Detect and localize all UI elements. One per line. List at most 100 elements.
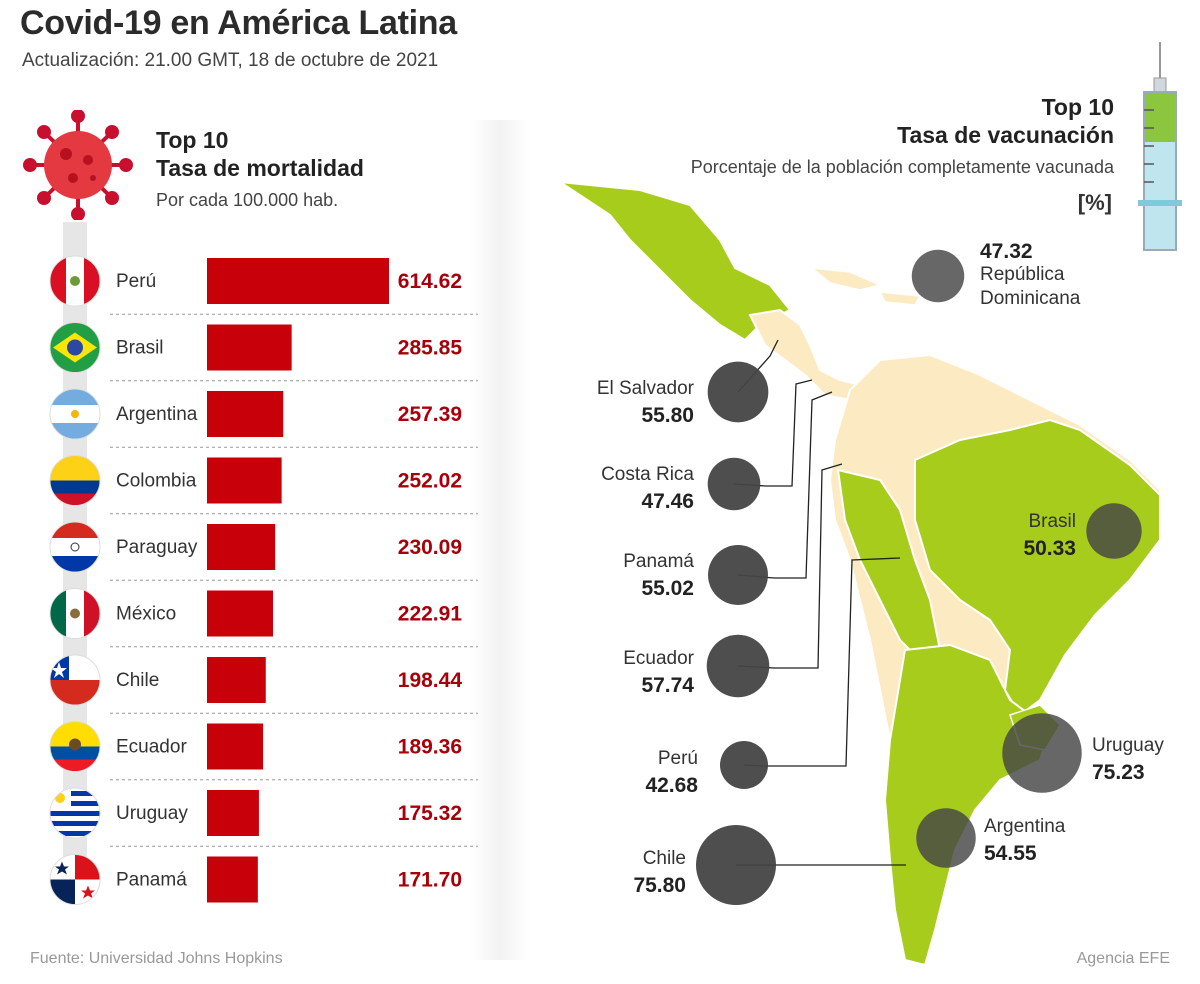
bubble-country-label: Brasil	[1028, 511, 1076, 532]
vaccination-unit: [%]	[1077, 190, 1112, 215]
map-brazil	[914, 418, 1161, 717]
flag-peru-icon	[49, 255, 101, 307]
bar-row: Perú 614.62	[49, 255, 478, 315]
bubble	[706, 634, 770, 698]
bubble	[1086, 503, 1142, 559]
bubble-group: Ecuador 57.74	[623, 463, 843, 698]
bar-row: Argentina 257.39	[49, 388, 478, 448]
center-shadow	[470, 120, 530, 960]
mortality-title: Tasa de mortalidad	[156, 155, 364, 181]
flag-mexico-icon	[49, 588, 101, 639]
bar-category-label: Colombia	[116, 471, 197, 492]
bar-value-label: 614.62	[398, 270, 462, 293]
bubble-value-label: 75.80	[633, 874, 686, 897]
virus-icon	[23, 110, 133, 220]
bubble-country-label: Perú	[658, 748, 698, 769]
bar	[207, 856, 258, 903]
bar-value-label: 285.85	[398, 337, 463, 360]
map-caribbean	[809, 266, 922, 306]
bubble-value-label: 57.74	[641, 674, 694, 697]
mortality-bar-chart: Perú 614.62 Brasil 285.85 Argentina 257.39 Col…	[49, 222, 478, 905]
update-timestamp: Actualización: 21.00 GMT, 18 de octubre …	[22, 50, 439, 71]
bubble	[911, 249, 965, 303]
bar-value-label: 230.09	[398, 536, 462, 559]
bar-category-label: Panamá	[116, 870, 187, 891]
bar	[207, 790, 259, 836]
bubble-country-label: República	[980, 264, 1065, 285]
bar	[207, 324, 292, 371]
bar-value-label: 171.70	[398, 869, 462, 892]
bar-category-label: Chile	[116, 670, 159, 691]
bar-row: Ecuador 189.36	[49, 721, 478, 781]
bubble-group: Costa Rica 47.46	[601, 379, 813, 513]
flag-argentina-icon	[49, 388, 101, 440]
flag-chile-icon	[49, 654, 101, 706]
bar-category-label: Brasil	[116, 338, 164, 359]
bubble-group: Chile 75.80	[633, 825, 906, 905]
bar-category-label: Paraguay	[116, 537, 198, 558]
bubble	[708, 545, 768, 605]
bubble-value-label: 55.80	[641, 404, 694, 427]
bubble	[916, 808, 976, 868]
bar-row: Brasil 285.85	[49, 322, 478, 382]
bar-category-label: Ecuador	[116, 737, 187, 758]
bar-value-label: 252.02	[398, 470, 462, 493]
bar-row: Uruguay 175.32	[49, 787, 478, 847]
bubble-value-label: 47.46	[641, 490, 694, 513]
bubble-value-label: 42.68	[645, 774, 698, 797]
bubble-value-label: 54.55	[984, 842, 1037, 865]
bar-row: Paraguay 230.09	[49, 521, 478, 581]
bar-row: Colombia 252.02	[49, 455, 478, 515]
bubble-country-label: Ecuador	[623, 648, 694, 669]
bubble-country-label: Chile	[643, 848, 686, 869]
flag-brasil-icon	[49, 322, 101, 373]
bubble-country-label: El Salvador	[597, 378, 695, 399]
bubble-country-label: Panamá	[623, 551, 694, 572]
flag-panama-icon	[49, 854, 101, 905]
bubble	[707, 457, 761, 511]
bubble	[707, 361, 769, 423]
bubble-group: Perú 42.68	[645, 557, 901, 797]
bubble	[1002, 713, 1082, 793]
bubble-country-label: Uruguay	[1092, 735, 1164, 756]
bar	[207, 524, 276, 570]
map-latin-america	[559, 181, 1161, 967]
bar-row: Chile 198.44	[49, 654, 478, 714]
bar	[207, 391, 284, 437]
flag-uruguay-icon	[49, 787, 101, 839]
bubble	[696, 825, 776, 905]
vaccination-subtitle: Porcentaje de la población completamente…	[690, 157, 1114, 177]
mortality-subtitle: Por cada 100.000 hab.	[156, 190, 339, 210]
agency-credit: Agencia EFE	[1076, 950, 1170, 967]
bubble-value-label: 75.23	[1092, 761, 1145, 784]
bubble	[720, 741, 768, 789]
bubble-value-label: 47.32	[980, 240, 1033, 263]
page-title: Covid-19 en América Latina	[20, 4, 457, 42]
bar-value-label: 175.32	[398, 802, 462, 825]
bubble-group: Brasil 50.33	[1023, 503, 1142, 560]
flag-colombia-icon	[49, 455, 101, 506]
map-southern-cone	[883, 643, 1052, 967]
bubble-group: Uruguay 75.23	[1002, 713, 1164, 793]
bubble-value-label: 50.33	[1023, 537, 1076, 560]
bar-category-label: Argentina	[116, 404, 198, 425]
source-note: Fuente: Universidad Johns Hopkins	[30, 950, 283, 967]
vaccination-title: Tasa de vacunación	[897, 122, 1114, 148]
mortality-top10: Top 10	[156, 127, 229, 153]
bar-value-label: 222.91	[398, 603, 463, 626]
bar	[207, 723, 264, 770]
flag-paraguay-icon	[49, 521, 101, 573]
bar-row: Panamá 171.70	[49, 854, 462, 905]
bar-category-label: Perú	[116, 271, 156, 292]
bubble-group: El Salvador 55.80	[597, 339, 779, 427]
syringe-icon	[1138, 42, 1182, 251]
bubble-group: Panamá 55.02	[623, 391, 833, 605]
bar-row: México 222.91	[49, 588, 478, 648]
bubble-country-label: Argentina	[984, 816, 1066, 837]
bubble-value-label: 55.02	[641, 577, 694, 600]
bubble-group: Argentina 54.55	[916, 808, 1066, 868]
bar-value-label: 198.44	[398, 669, 463, 692]
bar-category-label: Uruguay	[116, 803, 188, 824]
